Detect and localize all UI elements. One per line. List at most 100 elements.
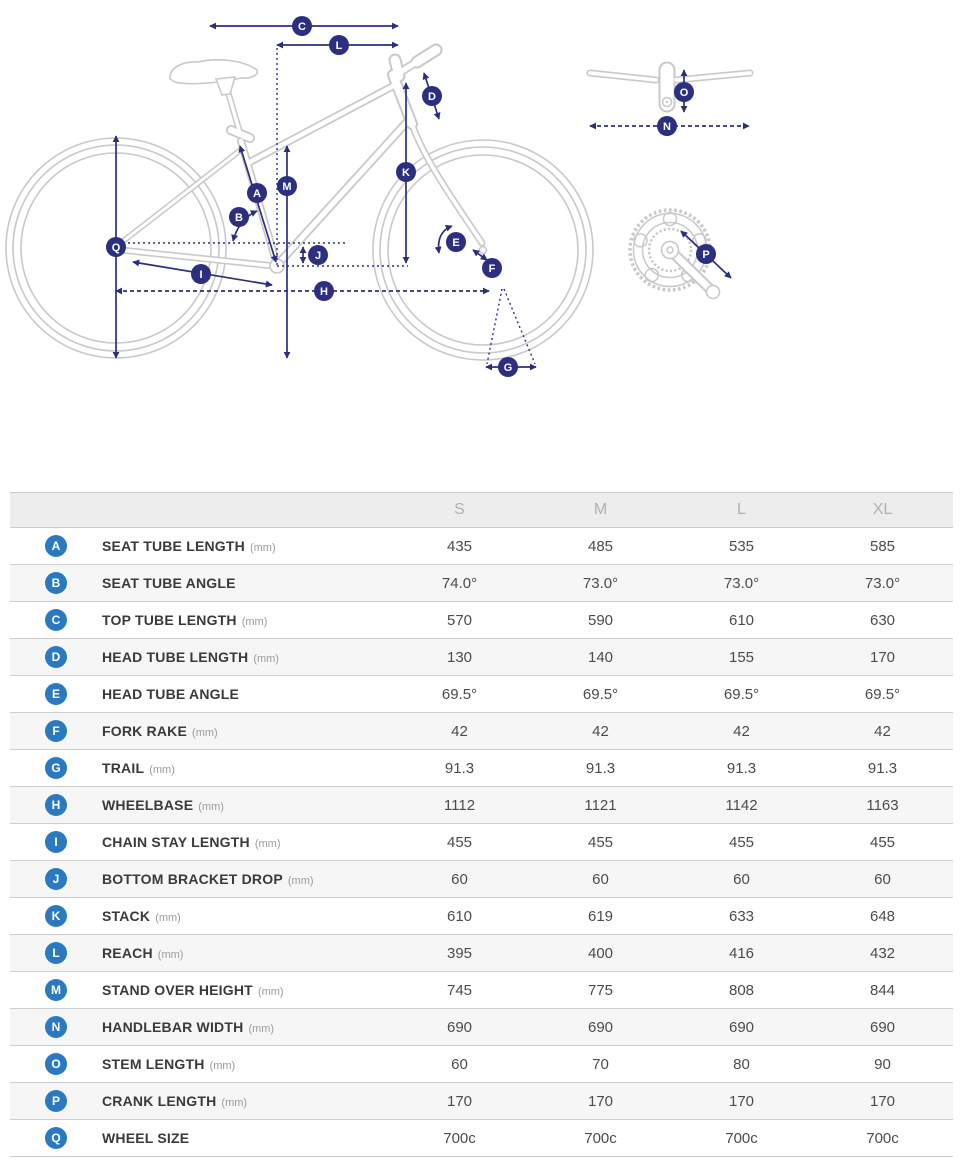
row-unit: (mm)	[287, 875, 314, 887]
row-value: 91.3	[726, 759, 757, 777]
table-row: E HEAD TUBE ANGLE 69.5° 69.5° 69.5° 69.5°	[10, 675, 953, 712]
row-unit: (mm)	[149, 764, 175, 776]
row-badge-cell: K	[10, 905, 102, 927]
row-label-cell: WHEEL SIZE	[102, 1130, 389, 1146]
badge-q: Q	[106, 237, 126, 257]
svg-text:B: B	[235, 212, 243, 224]
row-value: 170	[869, 648, 896, 666]
row-value: 700c	[866, 1129, 899, 1147]
row-label: BOTTOM BRACKET DROP	[102, 871, 283, 887]
row-label: FORK RAKE	[102, 723, 188, 739]
row-value: 91.3	[444, 759, 475, 777]
row-value: 690	[869, 1018, 896, 1036]
row-value: 395	[446, 944, 473, 962]
row-unit: (mm)	[157, 949, 184, 961]
table-row: P CRANK LENGTH (mm) 170 170 170 170	[10, 1082, 953, 1119]
badge-l: L	[329, 35, 349, 55]
badge-m: M	[277, 176, 297, 196]
row-value: 60	[874, 870, 891, 888]
row-label: REACH	[102, 945, 153, 961]
svg-text:N: N	[663, 121, 671, 133]
row-value: 1163	[866, 796, 899, 814]
svg-text:C: C	[298, 21, 306, 33]
row-label: STEM LENGTH	[102, 1056, 205, 1072]
row-badge: A	[45, 535, 67, 557]
table-row: F FORK RAKE (mm) 42 42 42 42	[10, 712, 953, 749]
trail-guide-right	[503, 288, 536, 365]
table-row: H WHEELBASE (mm) 1112 1121 1142 1163	[10, 786, 953, 823]
row-value: 80	[733, 1055, 750, 1073]
row-label-cell: SEAT TUBE LENGTH (mm)	[102, 538, 389, 554]
row-value: 590	[587, 611, 614, 629]
row-badge-cell: J	[10, 868, 102, 890]
row-badge: G	[45, 757, 67, 779]
badge-h: H	[314, 281, 334, 301]
row-label: HEAD TUBE LENGTH	[102, 649, 249, 665]
row-badge: O	[45, 1053, 67, 1075]
row-value: 73.0°	[582, 574, 619, 592]
row-badge: E	[45, 683, 67, 705]
row-badge-cell: I	[10, 831, 102, 853]
row-unit: (mm)	[257, 986, 284, 998]
row-label-cell: TOP TUBE LENGTH (mm)	[102, 612, 389, 628]
row-value: 619	[587, 907, 614, 925]
row-value: 60	[592, 870, 609, 888]
row-badge: J	[45, 868, 67, 890]
svg-text:L: L	[336, 40, 343, 52]
measure-f-arrow	[472, 249, 488, 261]
table-row: M STAND OVER HEIGHT (mm) 745 775 808 844	[10, 971, 953, 1008]
badge-f: F	[482, 258, 502, 278]
row-badge-cell: F	[10, 720, 102, 742]
badge-d: D	[422, 86, 442, 106]
row-badge-cell: M	[10, 979, 102, 1001]
row-unit: (mm)	[221, 1097, 248, 1109]
row-value: 690	[728, 1018, 755, 1036]
row-label-cell: HANDLEBAR WIDTH (mm)	[102, 1019, 389, 1035]
row-unit: (mm)	[155, 912, 181, 924]
size-header-s: S	[454, 501, 465, 518]
row-label-cell: TRAIL (mm)	[102, 760, 389, 776]
badge-a: A	[247, 183, 267, 203]
row-value: 155	[728, 648, 755, 666]
row-value: 42	[592, 722, 609, 740]
chainring-cutouts	[633, 211, 707, 283]
row-badge: C	[45, 609, 67, 631]
row-label-cell: BOTTOM BRACKET DROP (mm)	[102, 871, 389, 887]
row-value: 570	[446, 611, 473, 629]
svg-text:P: P	[702, 249, 709, 261]
geometry-table-header: S M L XL	[10, 493, 953, 527]
row-label-cell: FORK RAKE (mm)	[102, 723, 389, 739]
row-label-cell: HEAD TUBE ANGLE	[102, 686, 389, 702]
table-row: D HEAD TUBE LENGTH (mm) 130 140 155 170	[10, 638, 953, 675]
svg-text:H: H	[320, 286, 328, 298]
row-label: TRAIL	[102, 760, 145, 776]
row-value: 42	[733, 722, 750, 740]
row-badge: Q	[45, 1127, 67, 1149]
bike-geometry-diagram: C L D A B M K J I H Q E F G O N P	[5, 16, 754, 377]
row-value: 170	[728, 1092, 755, 1110]
row-badge: F	[45, 720, 67, 742]
svg-text:K: K	[402, 167, 410, 179]
row-value: 745	[446, 981, 473, 999]
row-label: CHAIN STAY LENGTH	[102, 834, 250, 850]
row-value: 60	[451, 870, 468, 888]
row-label: CRANK LENGTH	[102, 1093, 217, 1109]
row-badge-cell: B	[10, 572, 102, 594]
table-row: K STACK (mm) 610 619 633 648	[10, 897, 953, 934]
table-row: L REACH (mm) 395 400 416 432	[10, 934, 953, 971]
row-value: 140	[587, 648, 614, 666]
row-value: 1121	[584, 796, 617, 814]
row-badge-cell: H	[10, 794, 102, 816]
row-badge: N	[45, 1016, 67, 1038]
geometry-table-rows: A SEAT TUBE LENGTH (mm) 435 485 535 585 B SEAT T…	[10, 527, 953, 1156]
row-unit: (mm)	[249, 542, 276, 554]
badge-b: B	[229, 207, 249, 227]
row-label: WHEEL SIZE	[102, 1130, 190, 1146]
row-unit: (mm)	[209, 1060, 236, 1072]
row-value: 91.3	[585, 759, 616, 777]
row-unit: (mm)	[254, 838, 281, 850]
row-badge-cell: Q	[10, 1127, 102, 1149]
row-value: 585	[869, 537, 896, 555]
svg-text:D: D	[428, 91, 436, 103]
row-label: HEAD TUBE ANGLE	[102, 686, 240, 702]
